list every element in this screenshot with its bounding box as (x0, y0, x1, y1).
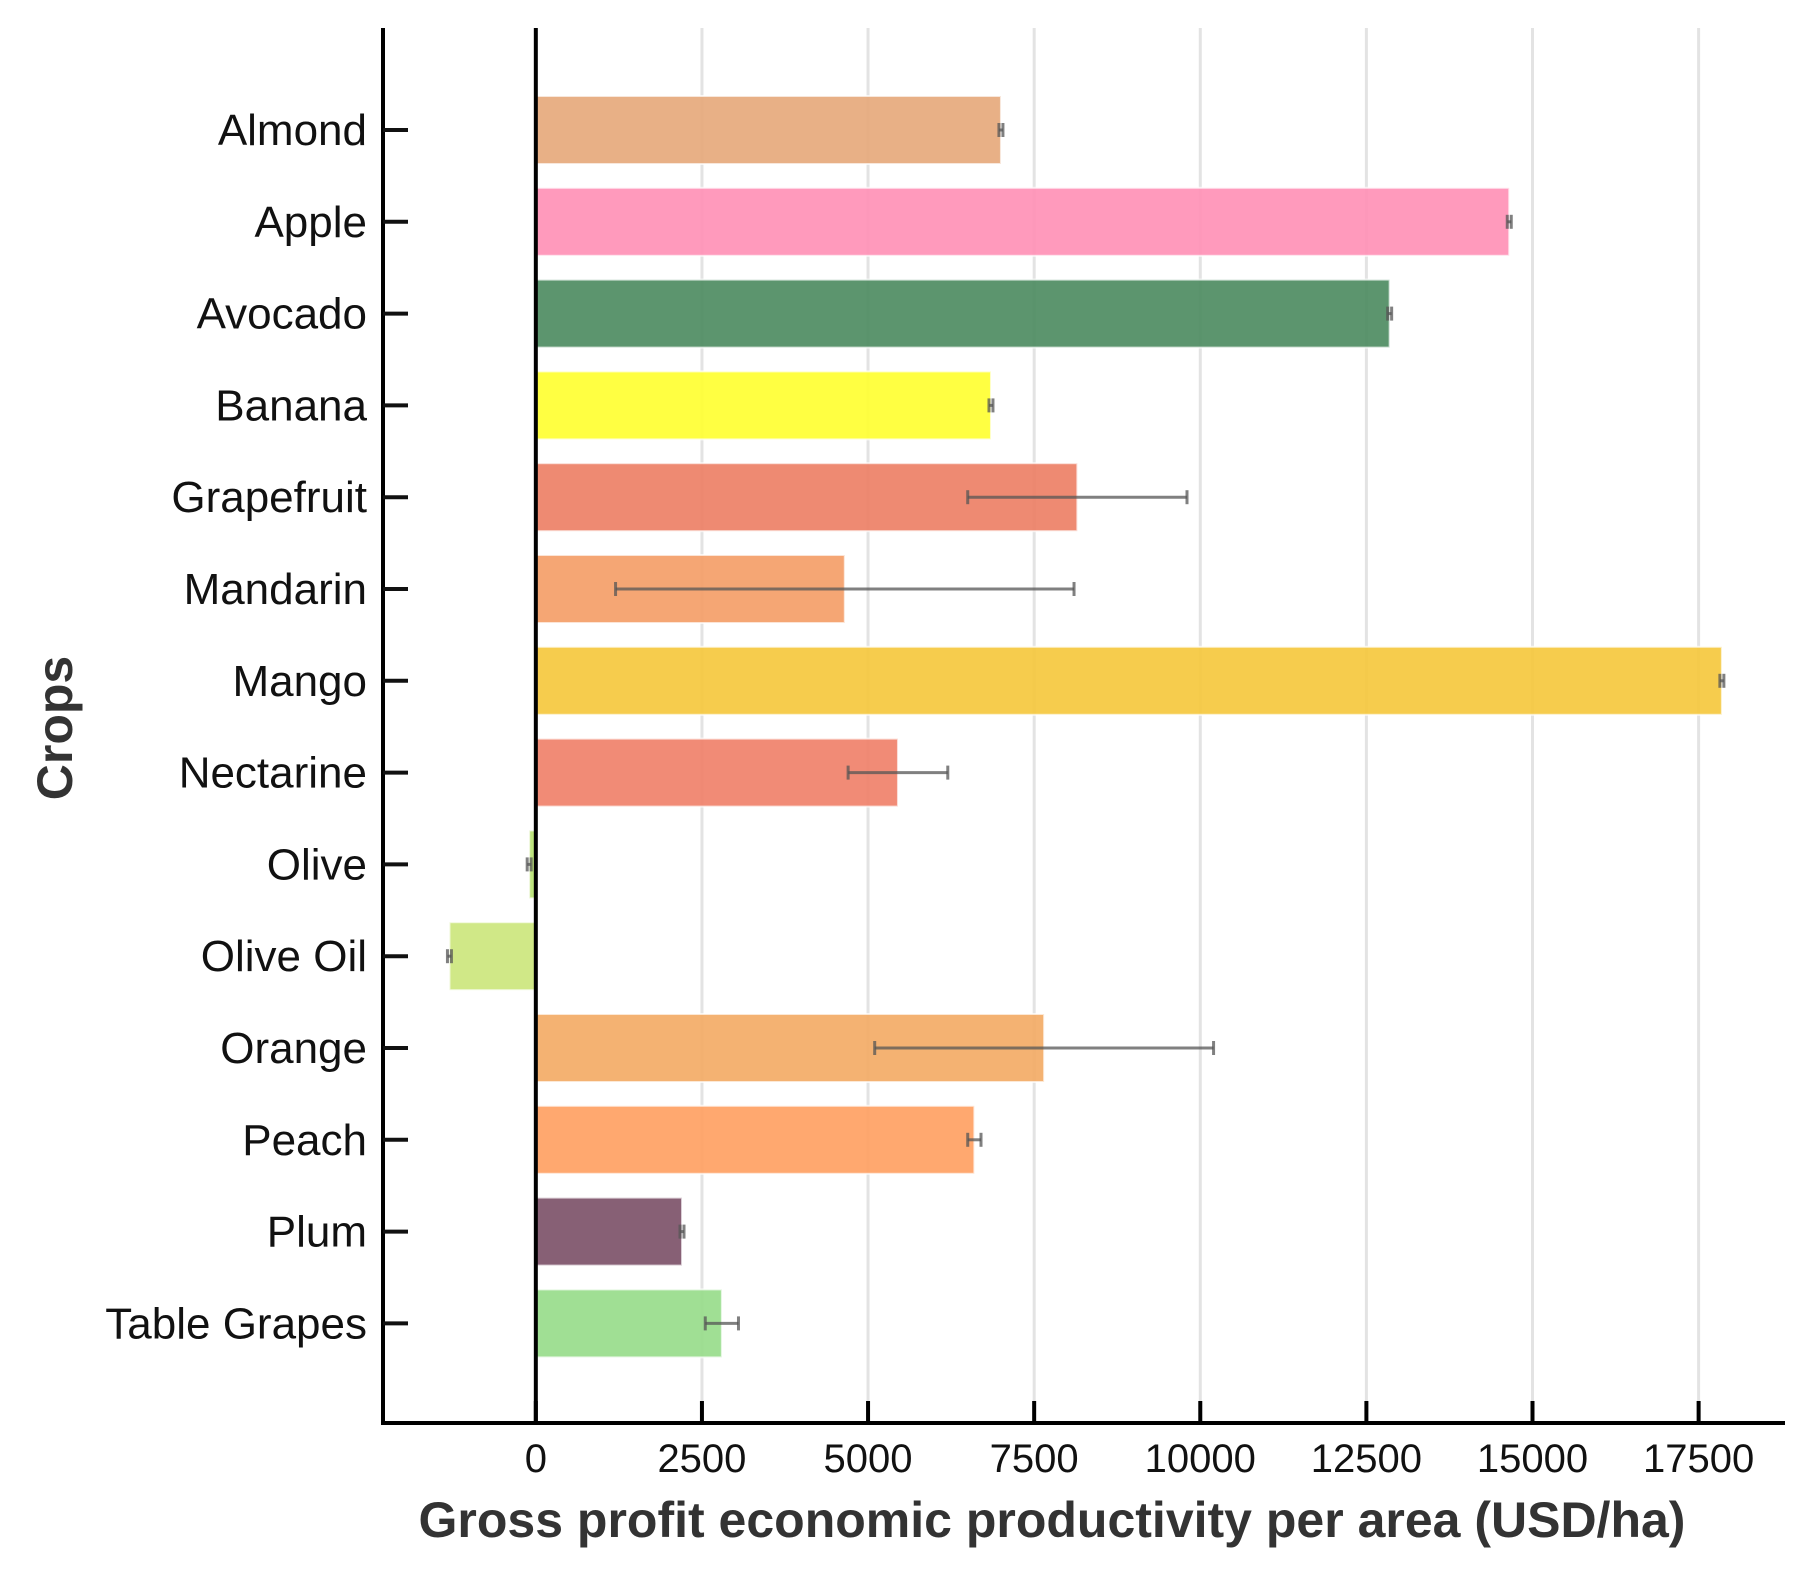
bar (534, 186, 1511, 257)
x-tick-label: 0 (525, 1437, 547, 1481)
y-tick-label: Almond (218, 106, 367, 155)
error-bars (445, 123, 1726, 1331)
y-tick-label: Peach (242, 1116, 367, 1165)
bar (534, 95, 1002, 165)
x-axis-title: Gross profit economic productivity per a… (419, 1492, 1686, 1548)
axes (381, 28, 1785, 1425)
error-bar (997, 123, 1005, 137)
bar (534, 737, 899, 808)
error-bar (1718, 673, 1726, 688)
error-bar (966, 1132, 983, 1147)
error-bar (525, 857, 533, 872)
bars (448, 95, 1723, 1359)
y-tick-label: Olive (267, 840, 367, 889)
y-tick-label: Orange (220, 1024, 367, 1073)
error-bar (703, 1316, 740, 1331)
bar (534, 1288, 723, 1359)
bar (534, 1104, 976, 1175)
x-tick-label: 10000 (1145, 1437, 1256, 1481)
grid-lines (700, 28, 1701, 1423)
y-tick-label: Olive Oil (201, 932, 367, 981)
y-tick-label: Banana (215, 381, 367, 430)
y-ticks: Almond Apple Avocado Banana Grapefruit Mandar… (105, 106, 408, 1348)
y-tick-label: Apple (254, 198, 367, 247)
y-tick-label: Table Grapes (105, 1299, 367, 1348)
y-tick-label: Grapefruit (171, 473, 367, 522)
x-tick-label: 7500 (990, 1437, 1079, 1481)
bar (534, 278, 1391, 349)
y-tick-label: Mandarin (184, 565, 367, 614)
error-bar (987, 398, 995, 413)
error-bar (445, 949, 453, 964)
x-ticks: 0 2500 5000 7500 10000 12500 15000 17500 (525, 1401, 1754, 1481)
error-bar (614, 582, 1076, 596)
x-tick-label: 12500 (1311, 1437, 1422, 1481)
bar (534, 370, 992, 441)
error-bar (873, 1041, 1216, 1055)
bar (534, 1196, 684, 1267)
bar (448, 921, 537, 992)
error-bar (678, 1224, 686, 1239)
y-tick-label: Mango (232, 657, 367, 706)
bar (534, 645, 1723, 716)
x-tick-label: 2500 (657, 1437, 746, 1481)
error-bar (846, 765, 950, 780)
x-tick-label: 17500 (1643, 1437, 1754, 1481)
y-axis-title: Crops (27, 656, 83, 800)
error-bar (1386, 306, 1394, 321)
error-bar (1505, 214, 1513, 229)
x-tick-label: 5000 (824, 1437, 913, 1481)
x-tick-label: 15000 (1477, 1437, 1588, 1481)
y-tick-label: Nectarine (179, 749, 367, 798)
y-tick-label: Plum (267, 1208, 367, 1257)
y-tick-label: Avocado (197, 290, 367, 339)
error-bar (966, 490, 1189, 505)
